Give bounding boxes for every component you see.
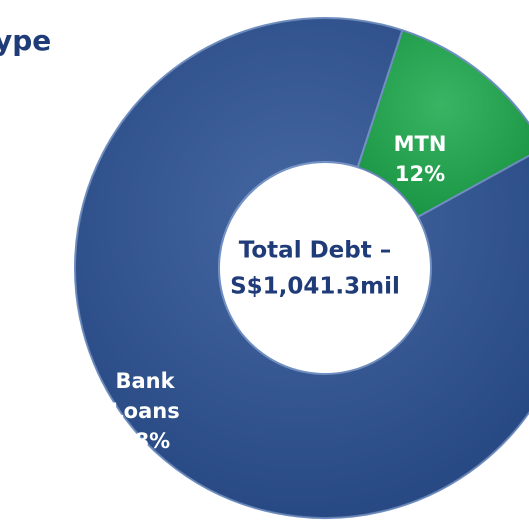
center-text: S$1,041.3mil bbox=[230, 274, 400, 300]
donut bbox=[74, 17, 529, 519]
slice-label: Bank Loans bbox=[110, 369, 179, 423]
slice-label: MTN bbox=[394, 132, 447, 156]
slice-shade bbox=[357, 30, 529, 217]
slice-shade bbox=[75, 18, 529, 518]
center-text: Total Debt – bbox=[239, 238, 392, 264]
slice-value-label: 12% bbox=[395, 162, 445, 186]
slice-value-label: 88% bbox=[120, 429, 170, 453]
chart-title: ype bbox=[0, 24, 51, 57]
